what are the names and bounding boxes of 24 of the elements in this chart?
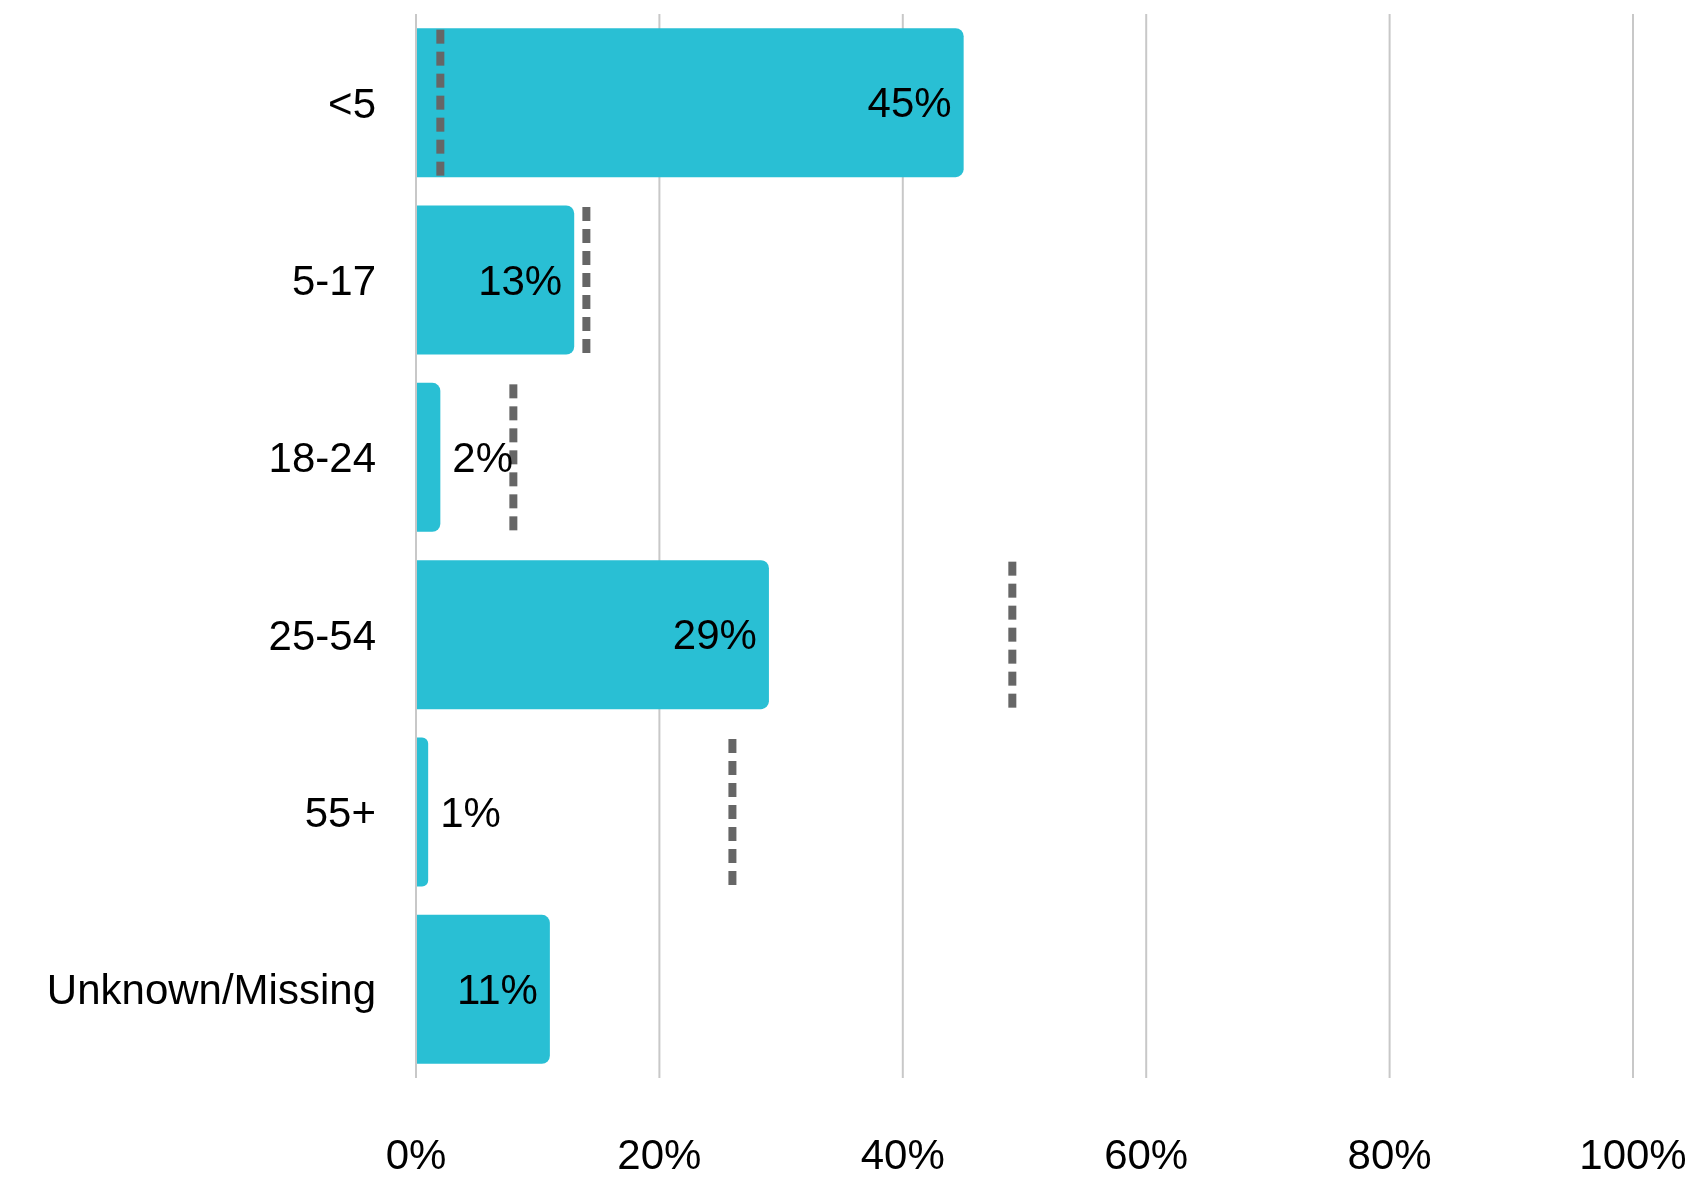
x-tick-label: 0% [385, 1130, 447, 1178]
x-tick-label: 40% [860, 1130, 945, 1178]
bar [416, 205, 575, 355]
data-label: 13% [478, 256, 563, 304]
x-tick-label: 80% [1347, 1130, 1432, 1178]
y-tick-label: 5-17 [291, 256, 376, 304]
data-label: 11% [456, 966, 538, 1014]
x-tick-label: 20% [617, 1130, 702, 1178]
data-label: 1% [440, 788, 501, 836]
data-label: 29% [672, 611, 757, 659]
data-label: 45% [867, 79, 952, 127]
bar [416, 560, 769, 710]
x-tick-label: 60% [1104, 1130, 1189, 1178]
y-tick-label: 18-24 [268, 434, 376, 482]
y-tick-label: <5 [328, 79, 376, 127]
y-tick-label: 25-54 [268, 611, 376, 659]
y-tick-label: 55+ [304, 788, 376, 836]
bar [416, 382, 441, 532]
bar [416, 28, 964, 178]
x-tick-label: 100% [1579, 1130, 1687, 1178]
bar [416, 914, 550, 1064]
data-label: 2% [452, 434, 514, 482]
y-tick-label: Unknown/Missing [46, 966, 376, 1014]
bar [416, 737, 429, 887]
